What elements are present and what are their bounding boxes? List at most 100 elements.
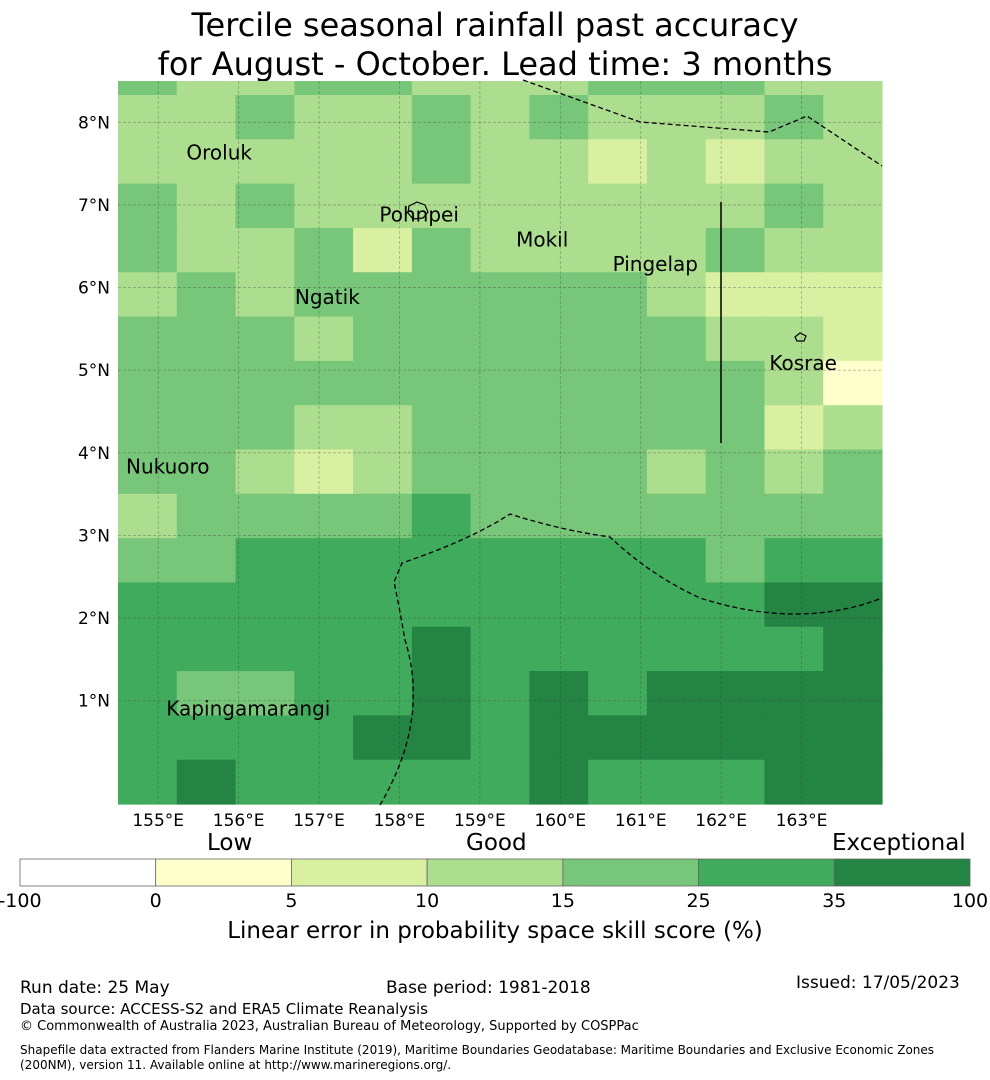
x-tick-label: 158°E <box>374 811 426 831</box>
grid-cell <box>646 759 707 805</box>
grid-cell <box>764 183 824 229</box>
grid-cell <box>294 715 354 761</box>
grid-cell <box>529 272 589 318</box>
grid-cell <box>118 183 178 229</box>
grid-cell <box>470 538 530 584</box>
x-tick-label: 157°E <box>293 811 345 831</box>
colorbar-block <box>426 858 564 887</box>
grid-cell <box>235 227 295 273</box>
grid-cell <box>823 626 883 672</box>
grid-cell <box>176 360 237 406</box>
grid-cell <box>588 671 648 716</box>
grid-cell <box>646 493 707 539</box>
island-outlines <box>407 201 807 342</box>
grid-cell <box>235 759 295 805</box>
eez-boundary-south <box>379 513 883 806</box>
grid-cell <box>764 360 824 406</box>
grid-cell <box>470 81 530 96</box>
grid-cell <box>588 405 648 451</box>
colorbar <box>19 858 971 887</box>
category-good: Good <box>466 830 527 856</box>
grid-cell <box>588 183 648 229</box>
grid-cell <box>118 227 178 273</box>
grid-cell <box>353 272 413 318</box>
colorbar-block <box>291 858 428 887</box>
grid-cell <box>705 316 766 362</box>
grid-cell <box>176 493 237 539</box>
grid-cell <box>529 139 589 185</box>
grid-cell <box>470 671 530 716</box>
grid-cell <box>353 405 413 451</box>
grid-cell <box>588 316 648 362</box>
grid-cell <box>294 227 354 273</box>
grid-cell <box>705 626 766 672</box>
x-tick-label: 161°E <box>615 811 667 831</box>
grid-cell <box>118 449 178 495</box>
grid-cell <box>411 582 472 628</box>
y-tick-label: 1°N <box>78 692 110 712</box>
grid-cell <box>118 759 178 805</box>
grid-cell <box>235 360 295 406</box>
grid-cell <box>411 671 472 716</box>
grid-cell <box>705 493 766 539</box>
grid-cell <box>823 405 883 451</box>
colorbar-tick-label: 10 <box>415 890 440 912</box>
grid-cell <box>470 316 530 362</box>
grid-cell <box>411 272 472 318</box>
grid-cell <box>764 582 824 628</box>
grid-cell <box>646 183 707 229</box>
grid-cell <box>529 316 589 362</box>
grid-cell <box>529 582 589 628</box>
x-tick-label: 156°E <box>213 811 265 831</box>
grid-cell <box>118 715 178 761</box>
colorbar-tick-label: 35 <box>822 890 847 912</box>
grid-cell <box>646 582 707 628</box>
colorbar-tick-label: 100 <box>951 890 989 912</box>
grid-cell <box>823 272 883 318</box>
issued-date: Issued: 17/05/2023 <box>796 973 960 993</box>
grid-cell <box>705 449 766 495</box>
grid-cell <box>176 95 237 140</box>
place-label: Pingelap <box>613 252 698 276</box>
skill-map: 155°E 156°E 157°E 158°E 159°E 160°E 161°E 162°E… <box>78 79 883 831</box>
lat-lon-gridlines <box>118 81 882 804</box>
grid-cell <box>646 538 707 584</box>
colorbar-block <box>155 858 292 887</box>
grid-cell <box>118 493 178 539</box>
grid-cell <box>411 538 472 584</box>
grid-cell <box>353 449 413 495</box>
grid-cell <box>529 715 589 761</box>
colorbar-tick-label: 15 <box>550 890 575 912</box>
eez-boundary-north <box>522 79 883 167</box>
grid-cell <box>470 272 530 318</box>
grid-cell <box>176 449 237 495</box>
kosrae-island-outline <box>794 332 807 342</box>
grid-cell <box>176 139 237 185</box>
y-tick-label: 7°N <box>78 196 110 216</box>
grid-cell <box>353 493 413 539</box>
grid-cell <box>823 449 883 495</box>
grid-cell <box>588 538 648 584</box>
grid-cell <box>176 81 237 96</box>
grid-cell <box>294 671 354 716</box>
grid-cell <box>411 360 472 406</box>
grid-cell <box>764 626 824 672</box>
grid-cell <box>118 81 178 96</box>
grid-cell <box>705 95 766 140</box>
grid-cell <box>353 316 413 362</box>
grid-cell <box>823 759 883 805</box>
grid-cell <box>235 626 295 672</box>
grid-cell <box>470 449 530 495</box>
grid-cell <box>588 493 648 539</box>
data-source: Data source: ACCESS-S2 and ERA5 Climate … <box>20 1000 428 1018</box>
x-tick-label: 155°E <box>132 811 184 831</box>
grid-cell <box>235 538 295 584</box>
grid-cell <box>235 493 295 539</box>
category-exceptional: Exceptional <box>832 830 966 856</box>
grid-cell <box>176 626 237 672</box>
grid-cell <box>470 582 530 628</box>
place-label: Mokil <box>516 227 568 251</box>
grid-cell <box>470 759 530 805</box>
grid-cell <box>294 183 354 229</box>
grid-cell <box>705 715 766 761</box>
